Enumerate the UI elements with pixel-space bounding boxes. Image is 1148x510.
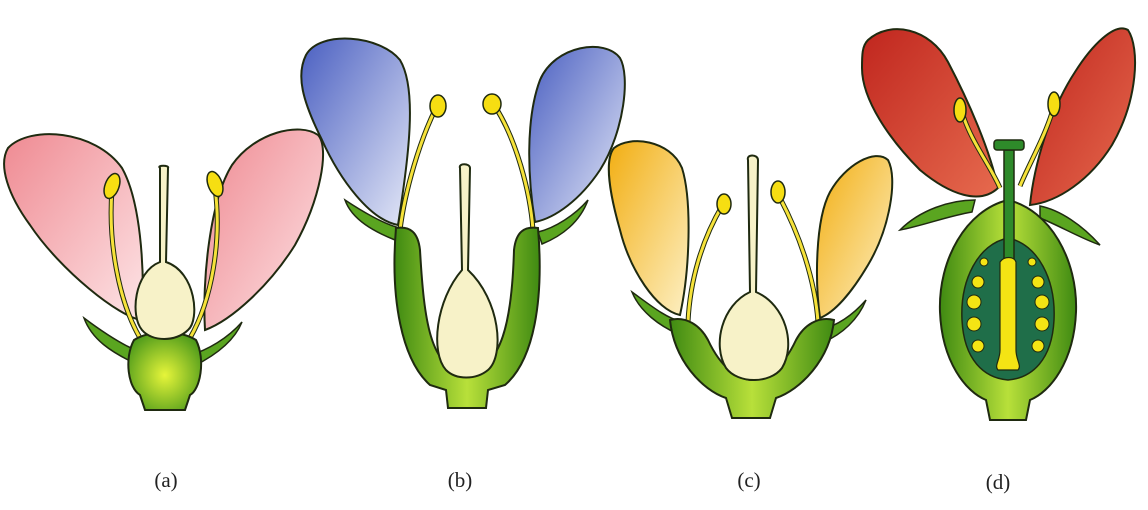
sepal-d-right [1039, 205, 1101, 246]
flower-c [607, 140, 894, 419]
pistil-b [436, 163, 499, 379]
caption-d: (d) [985, 470, 1011, 494]
anther-c-right [770, 180, 786, 204]
anther-d-right [1047, 91, 1061, 117]
anther-a-left [103, 172, 121, 200]
stamen-c-left [685, 204, 725, 323]
anther-c-left [716, 193, 732, 215]
receptacle-b [393, 226, 541, 409]
flower-a [3, 128, 324, 411]
style-d [1003, 149, 1015, 261]
anther-a-right [206, 170, 224, 198]
anther-d-left [953, 97, 967, 123]
petal-b-left [300, 37, 411, 227]
ovules-d [966, 257, 1050, 353]
stigma-d [993, 139, 1025, 151]
sepal-d-left [897, 199, 976, 232]
petal-b-right [528, 45, 626, 224]
sepal-b-right [537, 199, 589, 245]
receptacle-c [668, 318, 836, 419]
pistil-a [134, 164, 196, 340]
flower-b [300, 37, 626, 409]
pistil-c [718, 154, 790, 381]
petal-d-right [1028, 27, 1136, 207]
petal-c-left [607, 140, 690, 317]
petal-c-right [816, 155, 894, 320]
caption-b: (b) [447, 468, 473, 492]
petal-a-right [203, 128, 324, 332]
caption-a: (a) [154, 468, 178, 492]
anther-b-left [429, 94, 447, 118]
placenta-d [996, 256, 1020, 371]
anther-b-right [482, 93, 502, 115]
caption-c: (c) [737, 468, 761, 492]
stamen-c-right [777, 196, 821, 323]
receptacle-a [127, 331, 203, 411]
petal-d-left [860, 28, 1000, 198]
flower-d [860, 27, 1136, 421]
stamen-b-right [493, 106, 536, 231]
